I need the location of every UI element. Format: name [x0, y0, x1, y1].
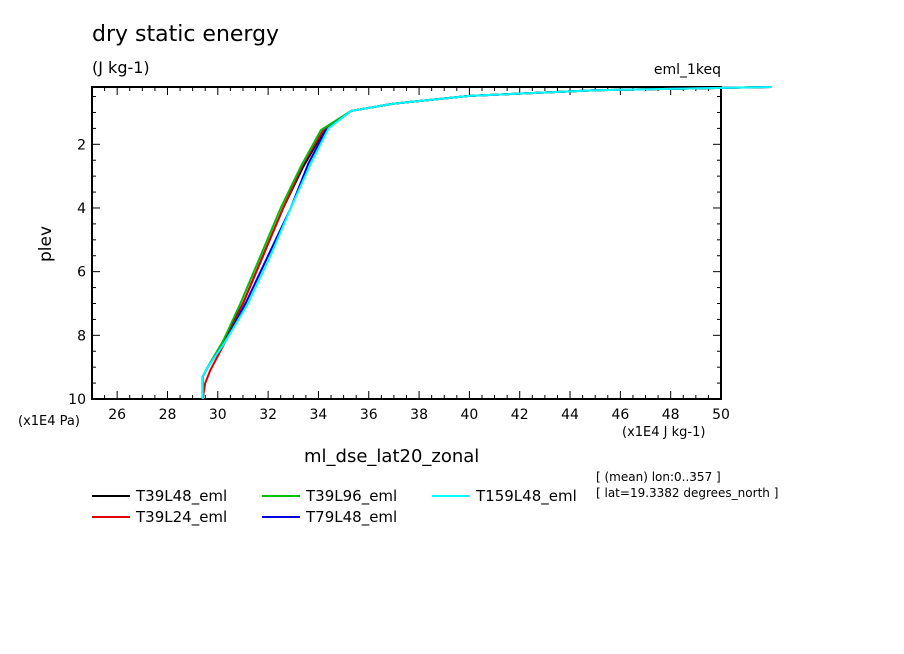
legend-swatch	[262, 495, 300, 497]
chart-units: (J kg-1)	[92, 58, 150, 77]
legend-label: T79L48_eml	[306, 508, 398, 526]
legend-item: T39L48_eml	[92, 487, 227, 505]
y-tick-label: 2	[77, 137, 86, 153]
annotation-lat: [ lat=19.3382 degrees_north ]	[596, 486, 779, 500]
y-tick-label: 10	[68, 392, 86, 408]
series-line-t39l96_eml	[201, 86, 772, 399]
series-line-t79l48_eml	[201, 86, 772, 399]
x-tick-label: 28	[159, 407, 177, 423]
series-line-t39l24_eml	[201, 86, 772, 400]
x-tick-label: 32	[259, 407, 277, 423]
x-tick-label: 34	[310, 407, 328, 423]
x-tick-label: 26	[108, 407, 126, 423]
legend-label: T39L48_eml	[136, 487, 228, 505]
y-tick-label: 8	[77, 328, 86, 344]
y-tick-label: 6	[77, 265, 86, 281]
legend-swatch	[262, 516, 300, 518]
x-axis-label: ml_dse_lat20_zonal	[304, 446, 480, 467]
legend-label: T39L96_eml	[306, 487, 398, 505]
x-tick-label: 30	[209, 407, 227, 423]
chart-title: dry static energy	[92, 22, 280, 47]
x-tick-label: 48	[662, 407, 680, 423]
legend-swatch	[92, 495, 130, 497]
legend-swatch	[432, 495, 470, 497]
series-line-t39l48_eml	[201, 86, 772, 399]
x-tick-label: 36	[360, 407, 378, 423]
legend-swatch	[92, 516, 130, 518]
legend-label: T159L48_eml	[476, 487, 577, 505]
plot-frame	[91, 86, 722, 400]
series-line-t159l48_eml	[201, 86, 772, 399]
annotation-lon: [ (mean) lon:0..357 ]	[596, 470, 721, 484]
y-tick-label: 4	[77, 201, 86, 217]
legend-item: T159L48_eml	[432, 487, 577, 505]
x-tick-label: 40	[460, 407, 478, 423]
x-tick-label: 38	[410, 407, 428, 423]
x-axis-unit: (x1E4 J kg-1)	[622, 425, 706, 440]
x-tick-label: 50	[712, 407, 730, 423]
y-axis-unit: (x1E4 Pa)	[18, 414, 80, 429]
legend-item: T39L24_eml	[92, 508, 227, 526]
x-tick-label: 44	[561, 407, 579, 423]
legend-item: T39L96_eml	[262, 487, 397, 505]
experiment-label: eml_1keq	[653, 62, 721, 78]
legend-item: T79L48_eml	[262, 508, 397, 526]
legend-label: T39L24_eml	[136, 508, 228, 526]
x-tick-label: 42	[511, 407, 529, 423]
x-tick-label: 46	[611, 407, 629, 423]
